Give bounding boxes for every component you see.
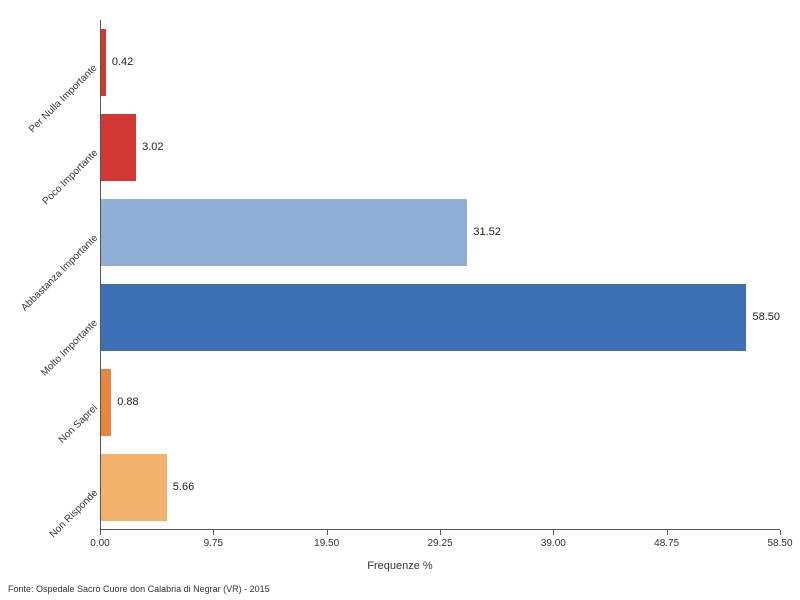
x-tick-label: 19.50 bbox=[314, 538, 339, 549]
y-tick-label: Non Saprei bbox=[57, 402, 100, 445]
bar-row: 3.02 bbox=[101, 114, 780, 180]
x-tick bbox=[213, 530, 214, 535]
bar-value-label: 5.66 bbox=[173, 481, 194, 493]
x-tick-label: 0.00 bbox=[90, 538, 109, 549]
y-tick-label: Abbastanza Importante bbox=[19, 232, 100, 313]
bar bbox=[101, 284, 746, 350]
x-tick-label: 39.00 bbox=[541, 538, 566, 549]
bar-row: 0.88 bbox=[101, 369, 780, 435]
x-tick-label: 58.50 bbox=[767, 538, 792, 549]
bar-value-label: 0.88 bbox=[117, 396, 138, 408]
frequenze-bar-chart: 0.42 3.02 31.52 58.50 0.88 5.66 Frequenze % F… bbox=[0, 0, 800, 600]
bar-value-label: 0.42 bbox=[112, 56, 133, 68]
x-tick bbox=[780, 530, 781, 535]
bar-row: 31.52 bbox=[101, 199, 780, 265]
x-tick bbox=[100, 530, 101, 535]
bar bbox=[101, 369, 111, 435]
bar bbox=[101, 29, 106, 95]
x-tick bbox=[327, 530, 328, 535]
y-tick-label: Non Risponde bbox=[47, 487, 100, 540]
bar-row: 0.42 bbox=[101, 29, 780, 95]
bar-value-label: 31.52 bbox=[473, 226, 501, 238]
bar-row: 58.50 bbox=[101, 284, 780, 350]
bar bbox=[101, 454, 167, 520]
bar bbox=[101, 114, 136, 180]
bar-value-label: 58.50 bbox=[752, 311, 780, 323]
x-tick bbox=[667, 530, 668, 535]
x-tick bbox=[440, 530, 441, 535]
y-tick-label: Poco Importante bbox=[40, 147, 100, 207]
y-tick-label: Molto Importante bbox=[39, 317, 100, 378]
bar-value-label: 3.02 bbox=[142, 141, 163, 153]
x-axis-title: Frequenze % bbox=[367, 560, 432, 572]
x-tick bbox=[553, 530, 554, 535]
bar-row: 5.66 bbox=[101, 454, 780, 520]
plot-area: 0.42 3.02 31.52 58.50 0.88 5.66 bbox=[100, 20, 780, 530]
y-tick-label: Per Nulla Importante bbox=[27, 62, 100, 135]
bar bbox=[101, 199, 467, 265]
x-tick-label: 9.75 bbox=[204, 538, 223, 549]
x-tick-label: 29.25 bbox=[427, 538, 452, 549]
x-tick-label: 48.75 bbox=[654, 538, 679, 549]
source-note: Fonte: Ospedale Sacro Cuore don Calabria… bbox=[8, 584, 270, 594]
